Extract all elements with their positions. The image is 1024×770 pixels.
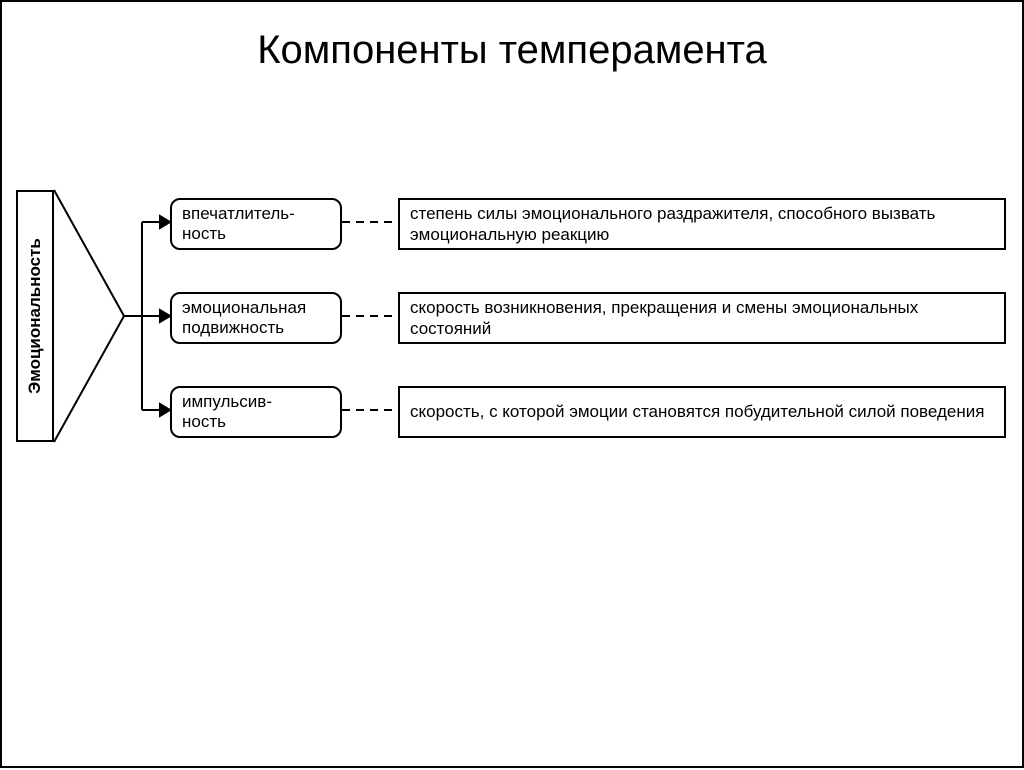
root-node-label: Эмоциональность (25, 238, 45, 394)
diagram-canvas: Компоненты темперамента Эмоциональность … (0, 0, 1024, 768)
description-node-label: степень силы эмоционального раздражителя… (410, 203, 994, 246)
child-node: впечатлитель- ность (170, 198, 342, 250)
description-node-label: скорость, с которой эмоции становятся по… (410, 401, 984, 422)
description-node: скорость, с которой эмоции становятся по… (398, 386, 1006, 438)
description-node: скорость возникновения, прекращения и см… (398, 292, 1006, 344)
description-node-label: скорость возникновения, прекращения и см… (410, 297, 994, 340)
child-node-label: импульсив- ность (182, 392, 272, 433)
page-title: Компоненты темперамента (2, 28, 1022, 73)
child-node-label: эмоциональная подвижность (182, 298, 330, 339)
child-node: эмоциональная подвижность (170, 292, 342, 344)
root-node: Эмоциональность (16, 190, 54, 442)
description-node: степень силы эмоционального раздражителя… (398, 198, 1006, 250)
child-node: импульсив- ность (170, 386, 342, 438)
child-node-label: впечатлитель- ность (182, 204, 295, 245)
